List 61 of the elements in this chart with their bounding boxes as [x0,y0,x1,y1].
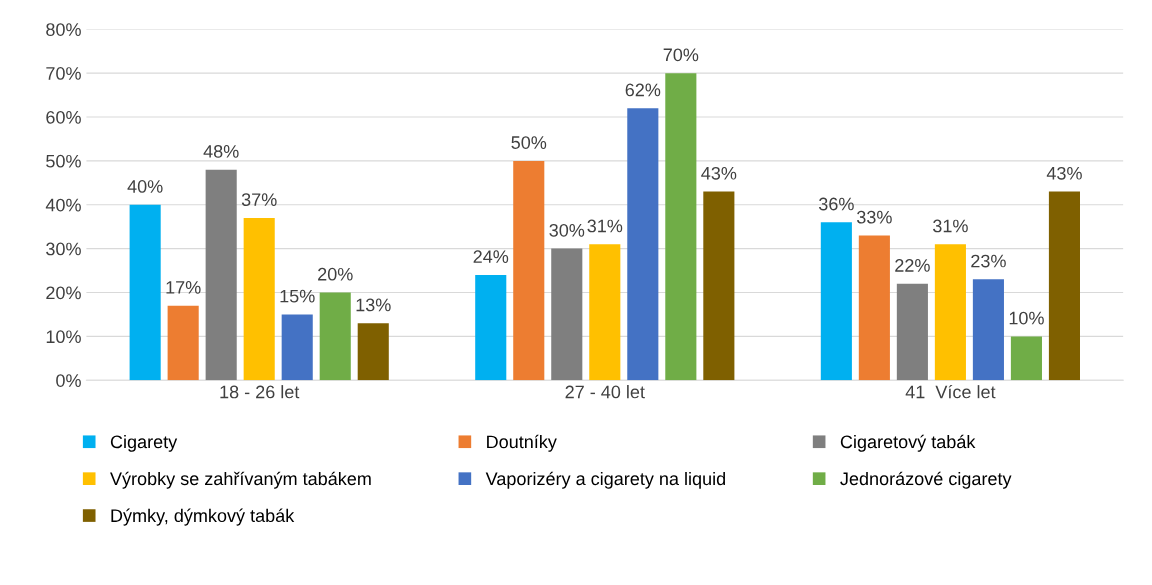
y-tick-label: 40% [45,198,81,212]
x-tick-label: 27 - 40 let [565,385,645,399]
data-label: 43% [701,166,737,180]
data-label: 62% [625,83,661,97]
y-tick-label: 60% [46,110,81,124]
y-tick-label: 20% [46,286,81,300]
data-label: 48% [203,144,239,158]
data-label: 50% [511,136,547,149]
bar [589,244,621,381]
bar [319,292,351,381]
data-label: 15% [280,289,315,303]
x-tick-label: 18 - 26 let [220,385,300,399]
data-label: 31% [933,219,968,233]
data-label: 70% [663,48,699,62]
bar [858,235,890,381]
data-label: 31% [587,219,623,233]
data-label: 10% [1009,311,1044,325]
data-label: 22% [895,259,930,272]
legend-label: Doutníky [487,434,557,452]
y-tick-label: 50% [46,154,81,168]
data-label: 33% [856,210,892,224]
bar [357,323,389,381]
bar [551,248,583,381]
bar [665,73,697,381]
bar [243,217,275,381]
y-tick-label: 10% [46,330,81,344]
y-tick-label: 70% [46,67,81,80]
bar [820,222,852,381]
bar [627,108,659,381]
data-label: 37% [241,193,277,207]
bar [475,274,507,381]
data-label: 30% [549,223,585,237]
legend-label: Jednorázové cigarety [840,471,1012,489]
legend-label: Cigaretový tabák [840,434,976,452]
bar [167,305,199,381]
bar [896,283,928,381]
data-label: 17% [166,281,201,294]
bar [129,204,161,381]
y-tick-label: 0% [56,374,81,387]
legend-label: Výrobky se zahřívaným tabákem [110,471,371,489]
x-tick-label: 41 Více let [905,384,996,399]
bar [281,314,313,381]
y-tick-label: 80% [46,23,81,36]
data-label: 36% [818,197,854,211]
bar [703,191,735,381]
legend-label: Vaporizéry a cigarety na liquid [485,471,725,489]
data-label: 13% [356,298,391,312]
bar [934,244,966,381]
data-label: 20% [318,267,353,281]
data-label: 43% [1046,166,1082,180]
data-label: 24% [473,250,509,263]
bar [513,160,545,381]
bar [972,279,1004,381]
y-tick-label: 30% [46,242,81,256]
data-label: 23% [971,254,1006,268]
data-label: 40% [127,180,163,193]
bar [1048,191,1080,381]
bar [1010,336,1042,381]
bar [205,169,237,381]
legend-label: Dýmky, dýmkový tabák [111,508,295,526]
legend-label: Cigarety [110,434,178,452]
